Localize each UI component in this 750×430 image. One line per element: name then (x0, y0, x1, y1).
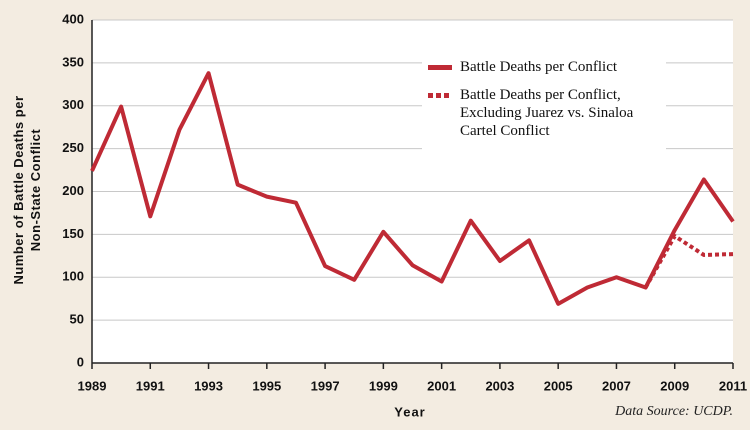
legend-swatch (428, 65, 452, 70)
x-tick-label: 2007 (602, 378, 631, 393)
legend-item: Battle Deaths per Conflict, Excluding Ju… (428, 86, 660, 140)
x-tick-label: 1993 (194, 378, 223, 393)
y-tick-label: 0 (77, 354, 84, 369)
source-note: Data Source: UCDP. (615, 404, 733, 419)
x-tick-label: 1991 (136, 378, 165, 393)
y-tick-label: 200 (62, 183, 84, 198)
x-tick-label: 1999 (369, 378, 398, 393)
x-tick-label: 2003 (485, 378, 514, 393)
legend: Battle Deaths per Conflict Battle Deaths … (422, 50, 666, 154)
x-axis-title: Year (394, 404, 426, 420)
x-tick-label: 2011 (719, 378, 747, 393)
y-tick-label: 250 (62, 140, 84, 155)
x-tick-label: 1997 (311, 378, 340, 393)
x-tick-label: 2009 (660, 378, 689, 393)
y-tick-label: 300 (62, 97, 84, 112)
legend-label: Battle Deaths per Conflict, Excluding Ju… (460, 87, 634, 139)
series-line (643, 234, 734, 289)
legend-swatch (428, 93, 452, 98)
series-line (90, 71, 735, 306)
y-tick-label: 100 (62, 269, 84, 284)
legend-item: Battle Deaths per Conflict (428, 58, 660, 76)
y-axis-title: Number of Battle Deaths per Non-State Co… (11, 95, 43, 285)
x-tick-label: 2005 (544, 378, 573, 393)
y-tick-label: 350 (62, 54, 84, 69)
x-tick-label: 2001 (427, 378, 456, 393)
y-tick-label: 400 (62, 11, 84, 26)
x-tick-label: 1995 (252, 378, 281, 393)
x-tick-label: 1989 (78, 378, 107, 393)
legend-label: Battle Deaths per Conflict (460, 59, 618, 75)
y-tick-label: 150 (62, 226, 84, 241)
y-tick-label: 50 (70, 312, 84, 327)
